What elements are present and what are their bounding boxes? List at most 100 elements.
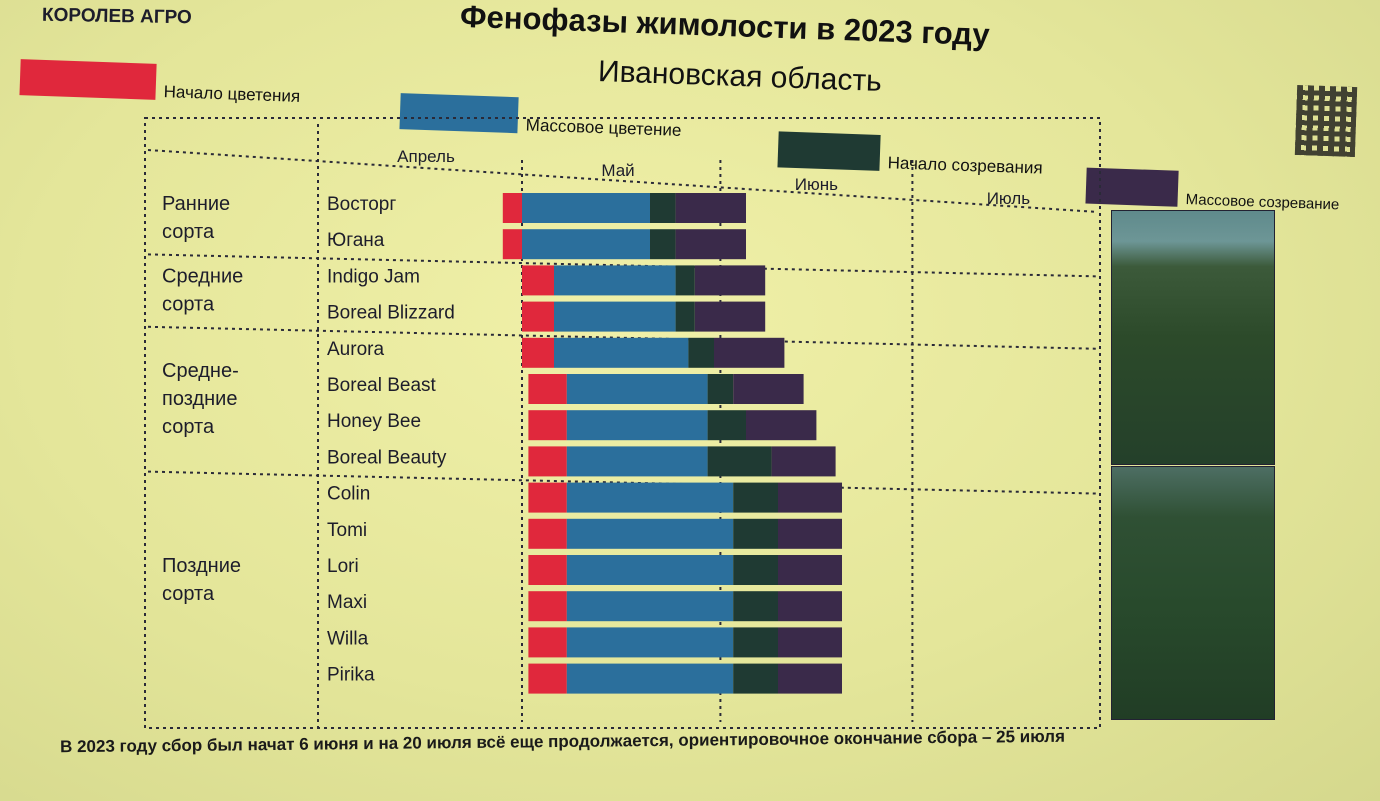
variety-label: Восторг bbox=[327, 194, 396, 215]
phase-bar-1 bbox=[528, 518, 567, 549]
variety-bar-row bbox=[528, 518, 842, 549]
group-divider bbox=[147, 470, 1099, 495]
phase-bar-3 bbox=[707, 410, 746, 441]
variety-bar-row bbox=[502, 229, 746, 260]
phase-bar-3 bbox=[650, 229, 676, 260]
phase-bar-2 bbox=[554, 301, 676, 332]
chart-grid: Апрель Май Июнь Июль Ранние сорта Средние сорта… bbox=[144, 117, 1101, 729]
month-label: Июль bbox=[987, 189, 1031, 208]
phase-bar-4 bbox=[778, 555, 842, 585]
variety-bar-row bbox=[528, 374, 804, 404]
phase-bar-4 bbox=[746, 410, 817, 441]
phase-bar-4 bbox=[714, 337, 785, 368]
phase-bar-4 bbox=[694, 301, 766, 332]
phase-bar-3 bbox=[650, 193, 676, 223]
phase-bar-3 bbox=[733, 591, 778, 622]
group-label: Поздние сорта bbox=[162, 555, 241, 605]
phase-bar-1 bbox=[528, 374, 567, 404]
variety-label: Boreal Blizzard bbox=[327, 303, 455, 324]
variety-bar-row bbox=[528, 446, 836, 477]
variety-label: Tomi bbox=[327, 520, 367, 541]
phase-bar-1 bbox=[528, 591, 567, 622]
phase-bar-4 bbox=[675, 229, 746, 260]
variety-bar-row bbox=[528, 627, 842, 658]
phase-bar-1 bbox=[522, 301, 554, 332]
phase-bar-4 bbox=[778, 591, 842, 622]
phase-bar-4 bbox=[694, 265, 766, 296]
phase-bar-2 bbox=[566, 518, 734, 549]
phase-bar-3 bbox=[707, 446, 772, 477]
variety-label: Югана bbox=[327, 230, 385, 251]
phase-bar-4 bbox=[771, 446, 836, 477]
variety-bar-row bbox=[528, 663, 842, 694]
phase-bar-2 bbox=[566, 410, 708, 441]
phase-bar-2 bbox=[566, 627, 734, 658]
phase-bar-4 bbox=[778, 627, 842, 658]
phase-bar-4 bbox=[778, 482, 842, 513]
header-divider bbox=[147, 149, 1099, 213]
variety-label: Maxi bbox=[327, 592, 367, 613]
variety-bar-row bbox=[522, 301, 766, 332]
variety-label: Boreal Beauty bbox=[327, 447, 447, 468]
phase-bar-3 bbox=[707, 374, 734, 404]
phase-bar-3 bbox=[733, 627, 778, 658]
month-label: Июнь bbox=[795, 175, 838, 194]
phase-bar-1 bbox=[522, 337, 554, 368]
phase-bar-3 bbox=[675, 301, 695, 332]
variety-label: Boreal Beast bbox=[327, 375, 437, 396]
group-label: Ранние сорта bbox=[162, 193, 230, 243]
phase-bar-1 bbox=[502, 229, 522, 260]
month-label: Апрель bbox=[397, 147, 455, 166]
phase-bar-1 bbox=[528, 555, 567, 585]
phase-bar-2 bbox=[566, 591, 734, 622]
phase-bar-1 bbox=[528, 446, 567, 477]
phase-bar-2 bbox=[566, 555, 734, 585]
phase-bar-2 bbox=[522, 229, 650, 260]
phase-bar-1 bbox=[528, 482, 567, 513]
variety-label: Pirika bbox=[327, 665, 375, 686]
phase-bar-3 bbox=[733, 663, 778, 694]
group-divider bbox=[147, 253, 1099, 278]
group-label: Средне-поздние сорта bbox=[162, 360, 239, 438]
variety-label: Lori bbox=[327, 556, 359, 577]
group-divider bbox=[147, 325, 1099, 350]
phase-bar-1 bbox=[528, 663, 567, 694]
phase-bar-2 bbox=[522, 193, 650, 223]
table-frame bbox=[144, 117, 1101, 729]
phase-bar-1 bbox=[522, 265, 554, 296]
phase-bar-2 bbox=[566, 482, 734, 513]
phase-bar-2 bbox=[554, 337, 689, 368]
phase-bar-3 bbox=[733, 555, 778, 585]
variety-label: Colin bbox=[327, 484, 370, 505]
variety-bar-row bbox=[522, 337, 785, 368]
month-label: Май bbox=[601, 161, 634, 180]
phase-bar-1 bbox=[502, 193, 522, 223]
phase-bar-2 bbox=[566, 446, 708, 477]
variety-bar-row bbox=[528, 482, 842, 513]
variety-bar-row bbox=[502, 193, 746, 223]
phase-bar-2 bbox=[566, 374, 708, 404]
phase-bar-3 bbox=[733, 518, 778, 549]
phase-bar-4 bbox=[733, 374, 804, 404]
group-label: Средние сорта bbox=[162, 266, 243, 316]
phase-bar-2 bbox=[554, 265, 676, 296]
variety-label: Honey Bee bbox=[327, 411, 421, 432]
variety-label: Willa bbox=[327, 628, 369, 649]
variety-bar-row bbox=[522, 265, 766, 296]
variety-bar-row bbox=[528, 410, 817, 441]
variety-bar-row bbox=[528, 591, 842, 622]
phase-bar-4 bbox=[778, 663, 842, 694]
honeysuckle-bushes-photo bbox=[1111, 466, 1275, 720]
variety-label: Aurora bbox=[327, 339, 384, 360]
phase-bar-4 bbox=[778, 518, 842, 549]
phase-bar-3 bbox=[688, 337, 714, 368]
phase-bar-3 bbox=[733, 482, 778, 513]
phase-bar-1 bbox=[528, 410, 567, 441]
variety-label: Indigo Jam bbox=[327, 266, 420, 287]
phase-bar-4 bbox=[675, 193, 746, 223]
phase-bar-3 bbox=[675, 265, 695, 296]
honeysuckle-field-photo bbox=[1111, 210, 1275, 465]
variety-bar-row bbox=[528, 555, 842, 585]
